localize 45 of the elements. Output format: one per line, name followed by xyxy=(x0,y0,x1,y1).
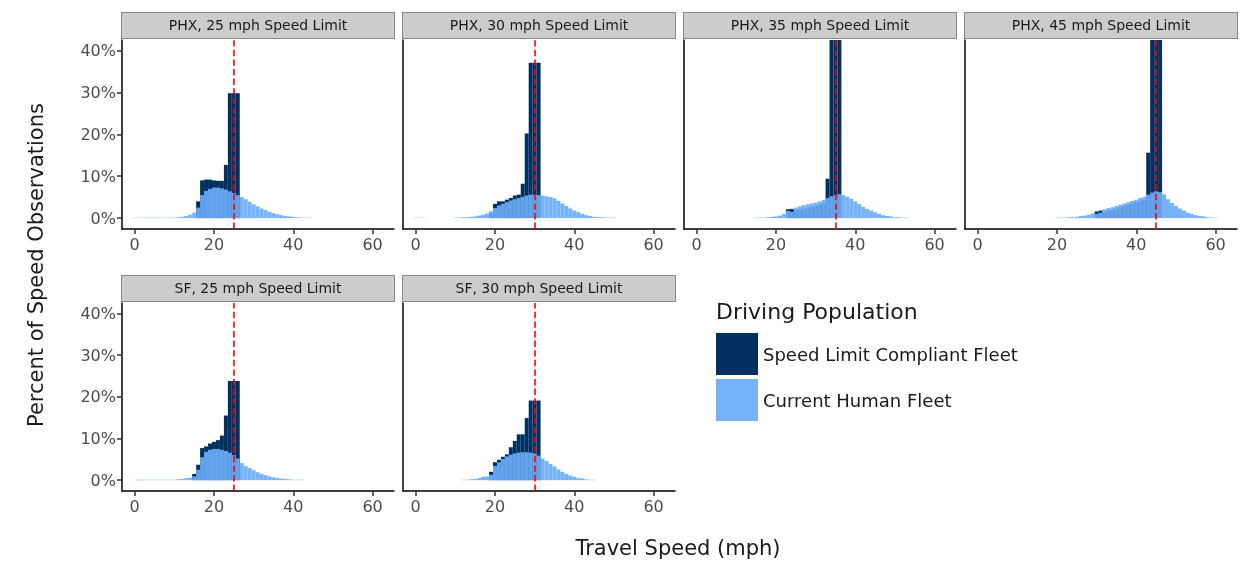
x-tick-label: 0 xyxy=(410,496,421,516)
x-tick-label: 40 xyxy=(1126,234,1147,254)
x-tick-label: 40 xyxy=(845,234,866,254)
y-tick-label: 20% xyxy=(80,387,116,407)
y-tick-label: 10% xyxy=(80,428,116,448)
x-tick-label: 40 xyxy=(283,496,304,516)
chart-title: SF, 30 mph Speed Limit xyxy=(402,275,676,302)
y-axis-title: Percent of Speed Observations xyxy=(24,103,48,427)
x-tick-label: 0 xyxy=(691,234,702,254)
y-tick-label: 0% xyxy=(90,470,116,490)
chart-title: PHX, 30 mph Speed Limit xyxy=(402,12,676,39)
y-tick-label: 20% xyxy=(80,124,116,144)
x-tick-label: 60 xyxy=(362,234,383,254)
x-tick-label: 40 xyxy=(283,234,304,254)
y-tick-label: 10% xyxy=(80,166,116,186)
x-tick-label: 60 xyxy=(643,234,664,254)
chart-title: PHX, 25 mph Speed Limit xyxy=(121,12,395,39)
x-tick-label: 0 xyxy=(972,234,983,254)
y-tick-label: 40% xyxy=(80,303,116,323)
x-tick-label: 40 xyxy=(564,496,585,516)
y-tick-label: 30% xyxy=(80,345,116,365)
x-tick-label: 20 xyxy=(203,496,225,516)
x-tick-label: 20 xyxy=(203,234,225,254)
x-tick-label: 60 xyxy=(362,496,383,516)
x-tick-label: 60 xyxy=(1205,234,1226,254)
legend-title: Driving Population xyxy=(716,298,918,324)
y-tick-label: 40% xyxy=(80,40,116,60)
x-tick-label: 20 xyxy=(484,234,506,254)
legend-label: Current Human Fleet xyxy=(763,389,952,411)
x-tick-label: 60 xyxy=(643,496,664,516)
legend-label: Speed Limit Compliant Fleet xyxy=(763,343,1018,365)
x-tick-label: 0 xyxy=(129,234,140,254)
chart-title: PHX, 45 mph Speed Limit xyxy=(964,12,1238,39)
x-tick-label: 0 xyxy=(410,234,421,254)
x-axis-title: Travel Speed (mph) xyxy=(575,536,781,560)
x-tick-label: 0 xyxy=(129,496,140,516)
x-tick-label: 60 xyxy=(924,234,945,254)
x-tick-label: 20 xyxy=(484,496,506,516)
y-tick-label: 30% xyxy=(80,82,116,102)
chart-title: SF, 25 mph Speed Limit xyxy=(121,275,395,302)
chart-title: PHX, 35 mph Speed Limit xyxy=(683,12,957,39)
y-tick-label: 0% xyxy=(90,208,116,228)
x-tick-label: 20 xyxy=(1046,234,1068,254)
x-tick-label: 40 xyxy=(564,234,585,254)
x-tick-label: 20 xyxy=(765,234,787,254)
